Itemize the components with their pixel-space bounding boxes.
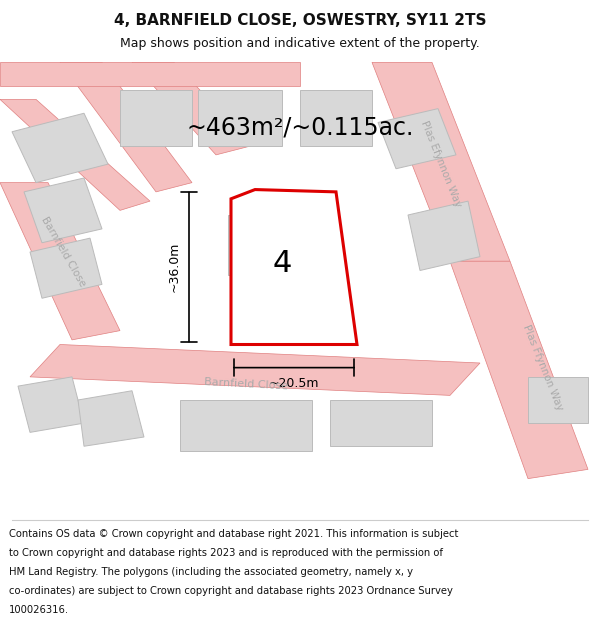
- Text: Barnfield Close: Barnfield Close: [39, 215, 87, 289]
- Polygon shape: [120, 90, 192, 146]
- Text: Map shows position and indicative extent of the property.: Map shows position and indicative extent…: [120, 38, 480, 50]
- Polygon shape: [300, 90, 372, 146]
- Text: Contains OS data © Crown copyright and database right 2021. This information is : Contains OS data © Crown copyright and d…: [9, 529, 458, 539]
- Polygon shape: [198, 90, 282, 146]
- Polygon shape: [0, 99, 150, 211]
- Text: 4: 4: [272, 249, 292, 278]
- Polygon shape: [372, 62, 510, 261]
- Text: HM Land Registry. The polygons (including the associated geometry, namely x, y: HM Land Registry. The polygons (includin…: [9, 567, 413, 577]
- Polygon shape: [24, 178, 102, 242]
- Polygon shape: [408, 201, 480, 271]
- Text: 4, BARNFIELD CLOSE, OSWESTRY, SY11 2TS: 4, BARNFIELD CLOSE, OSWESTRY, SY11 2TS: [114, 13, 486, 28]
- Text: to Crown copyright and database rights 2023 and is reproduced with the permissio: to Crown copyright and database rights 2…: [9, 548, 443, 558]
- Polygon shape: [180, 400, 312, 451]
- Polygon shape: [78, 391, 144, 446]
- Text: ~36.0m: ~36.0m: [167, 242, 181, 292]
- Polygon shape: [60, 62, 192, 192]
- Polygon shape: [378, 109, 456, 169]
- Polygon shape: [228, 215, 330, 275]
- Polygon shape: [18, 377, 84, 432]
- Text: Plas Ffynnon Way: Plas Ffynnon Way: [521, 323, 565, 412]
- Polygon shape: [231, 189, 357, 344]
- Polygon shape: [450, 261, 588, 479]
- Polygon shape: [132, 62, 252, 155]
- Text: ~463m²/~0.115ac.: ~463m²/~0.115ac.: [187, 115, 413, 139]
- Polygon shape: [0, 182, 120, 340]
- Polygon shape: [30, 344, 480, 396]
- Polygon shape: [12, 113, 108, 182]
- Text: 100026316.: 100026316.: [9, 605, 69, 615]
- Text: co-ordinates) are subject to Crown copyright and database rights 2023 Ordnance S: co-ordinates) are subject to Crown copyr…: [9, 586, 453, 596]
- Text: Plas Efynnon Way: Plas Efynnon Way: [419, 119, 463, 209]
- Polygon shape: [0, 62, 300, 86]
- Text: Barnfield Close: Barnfield Close: [204, 377, 288, 391]
- Text: ~20.5m: ~20.5m: [269, 378, 319, 390]
- Polygon shape: [528, 377, 588, 423]
- Polygon shape: [330, 400, 432, 446]
- Polygon shape: [30, 238, 102, 298]
